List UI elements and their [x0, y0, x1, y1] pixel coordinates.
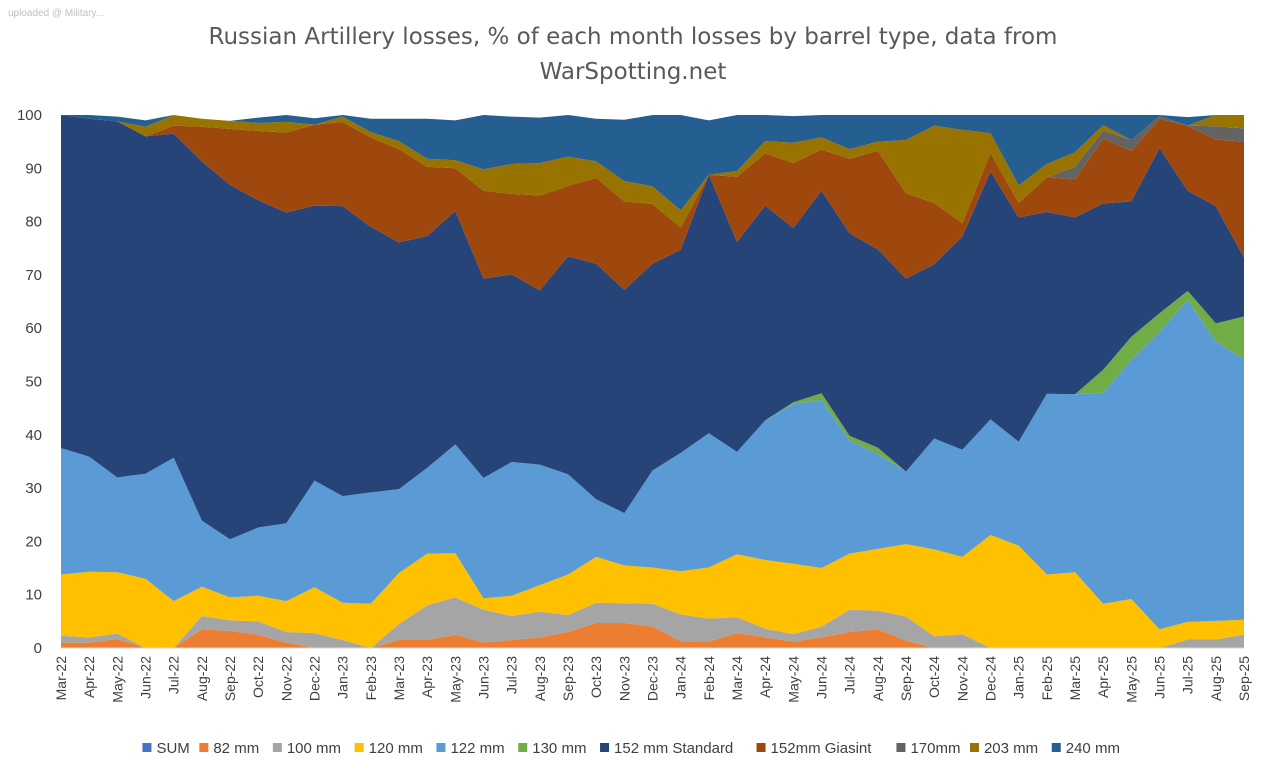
- x-tick-label: Dec-24: [983, 656, 999, 701]
- x-tick-label: Oct-23: [588, 656, 604, 698]
- legend-label-152-mm-standard: 152 mm Standard: [614, 740, 733, 757]
- legend-label-240-mm: 240 mm: [1066, 740, 1120, 757]
- x-tick-label: Apr-23: [419, 656, 435, 698]
- x-tick-label: Jun-25: [1152, 656, 1168, 699]
- legend-label-122-mm: 122 mm: [450, 740, 504, 757]
- x-tick-label: Mar-25: [1067, 656, 1083, 701]
- x-tick-label: Jan-24: [673, 656, 689, 699]
- x-tick-label: Jun-23: [476, 656, 492, 699]
- y-tick-label: 40: [25, 427, 42, 444]
- x-tick-label: Jul-23: [504, 656, 520, 694]
- x-tick-label: Nov-23: [616, 656, 632, 701]
- y-axis: 0 10 20 30 40 50 60 70 80 90 100: [17, 107, 42, 657]
- x-tick-label: Aug-25: [1208, 656, 1224, 701]
- y-tick-label: 60: [25, 320, 42, 337]
- x-tick-label: May-24: [785, 656, 801, 703]
- x-tick-label: Oct-22: [250, 656, 266, 698]
- x-tick-label: Feb-24: [701, 656, 717, 701]
- x-tick-label: Jul-25: [1180, 656, 1196, 694]
- legend-swatch-82-mm: [199, 743, 209, 752]
- x-tick-label: Jun-24: [814, 656, 830, 699]
- area-122-mm: [61, 299, 1244, 630]
- area-82-mm: [61, 622, 1244, 648]
- legend-swatch-152mm-giasint: [756, 743, 766, 752]
- x-tick-label: Mar-23: [391, 656, 407, 701]
- x-tick-label: Jul-24: [842, 656, 858, 694]
- chart-title-line-1: Russian Artillery losses, % of each mont…: [209, 24, 1058, 50]
- legend-swatch-120-mm: [354, 743, 364, 752]
- x-tick-label: Aug-23: [532, 656, 548, 701]
- y-tick-label: 0: [34, 640, 42, 657]
- x-tick-label: Oct-24: [926, 656, 942, 698]
- x-axis: Mar-22 Apr-22 May-22 Jun-22 Jul-22 Aug-22 Sep-…: [53, 656, 1252, 703]
- y-tick-label: 100: [17, 107, 42, 124]
- legend-swatch-203-mm: [969, 743, 979, 752]
- area-152mm-giasint: [61, 115, 1244, 291]
- area-240-mm: [61, 115, 1244, 211]
- area-120-mm: [61, 535, 1244, 648]
- legend-label-130-mm: 130 mm: [532, 740, 586, 757]
- y-tick-label: 50: [25, 374, 42, 391]
- x-tick-label: Nov-24: [954, 656, 970, 701]
- x-tick-label: Aug-24: [870, 656, 886, 701]
- area-100-mm: [61, 597, 1244, 648]
- x-tick-label: Nov-22: [278, 656, 294, 701]
- legend-label-100-mm: 100 mm: [287, 740, 341, 757]
- legend-swatch-sum: [142, 743, 152, 752]
- x-tick-label: May-22: [109, 656, 125, 703]
- watermark: uploaded @ Military...: [8, 8, 104, 19]
- x-tick-label: Mar-24: [729, 656, 745, 701]
- area-152-mm-standard: [61, 115, 1244, 540]
- legend-swatch-152-mm-standard: [600, 743, 610, 752]
- x-tick-label: Dec-22: [307, 656, 323, 701]
- legend-label-203-mm: 203 mm: [984, 740, 1038, 757]
- chart-title-line-2: WarSpotting.net: [540, 59, 727, 85]
- legend-swatch-130-mm: [518, 743, 528, 752]
- x-tick-label: Sep-25: [1236, 656, 1252, 701]
- x-tick-label: Sep-23: [560, 656, 576, 701]
- x-tick-label: May-23: [447, 656, 463, 703]
- x-tick-label: Jun-22: [138, 656, 154, 699]
- x-tick-label: Jan-25: [1011, 656, 1027, 699]
- x-tick-label: Sep-22: [222, 656, 238, 701]
- x-tick-label: May-25: [1123, 656, 1139, 703]
- y-tick-label: 80: [25, 214, 42, 231]
- legend-label-120-mm: 120 mm: [369, 740, 423, 757]
- legend-label-152mm-giasint: 152mm Giasint: [771, 740, 873, 757]
- x-tick-label: Sep-24: [898, 656, 914, 701]
- legend-swatch-170mm: [896, 743, 906, 752]
- x-tick-label: Apr-24: [757, 656, 773, 698]
- x-tick-label: Feb-25: [1039, 656, 1055, 701]
- legend-swatch-122-mm: [436, 743, 446, 752]
- x-tick-label: Jan-23: [335, 656, 351, 699]
- area-203-mm: [61, 115, 1244, 228]
- x-tick-label: Apr-25: [1095, 656, 1111, 698]
- y-tick-label: 70: [25, 267, 42, 284]
- y-tick-label: 20: [25, 533, 42, 550]
- x-tick-label: Mar-22: [53, 656, 69, 701]
- legend-swatch-240-mm: [1051, 743, 1061, 752]
- x-tick-label: Feb-23: [363, 656, 379, 701]
- legend-swatch-100-mm: [272, 743, 282, 752]
- y-tick-label: 30: [25, 480, 42, 497]
- x-tick-label: Aug-22: [194, 656, 210, 701]
- legend: SUM 82 mm 100 mm 120 mm 122 mm 130 mm 152 mm S…: [142, 740, 1120, 757]
- y-tick-label: 10: [25, 587, 42, 604]
- y-tick-label: 90: [25, 160, 42, 177]
- x-tick-label: Dec-23: [645, 656, 661, 701]
- legend-label-82-mm: 82 mm: [213, 740, 259, 757]
- x-tick-label: Apr-22: [81, 656, 97, 698]
- plot-area: [61, 115, 1244, 649]
- legend-label-sum: SUM: [156, 740, 189, 757]
- legend-label-170mm: 170mm: [910, 740, 960, 757]
- x-tick-label: Jul-22: [166, 656, 182, 694]
